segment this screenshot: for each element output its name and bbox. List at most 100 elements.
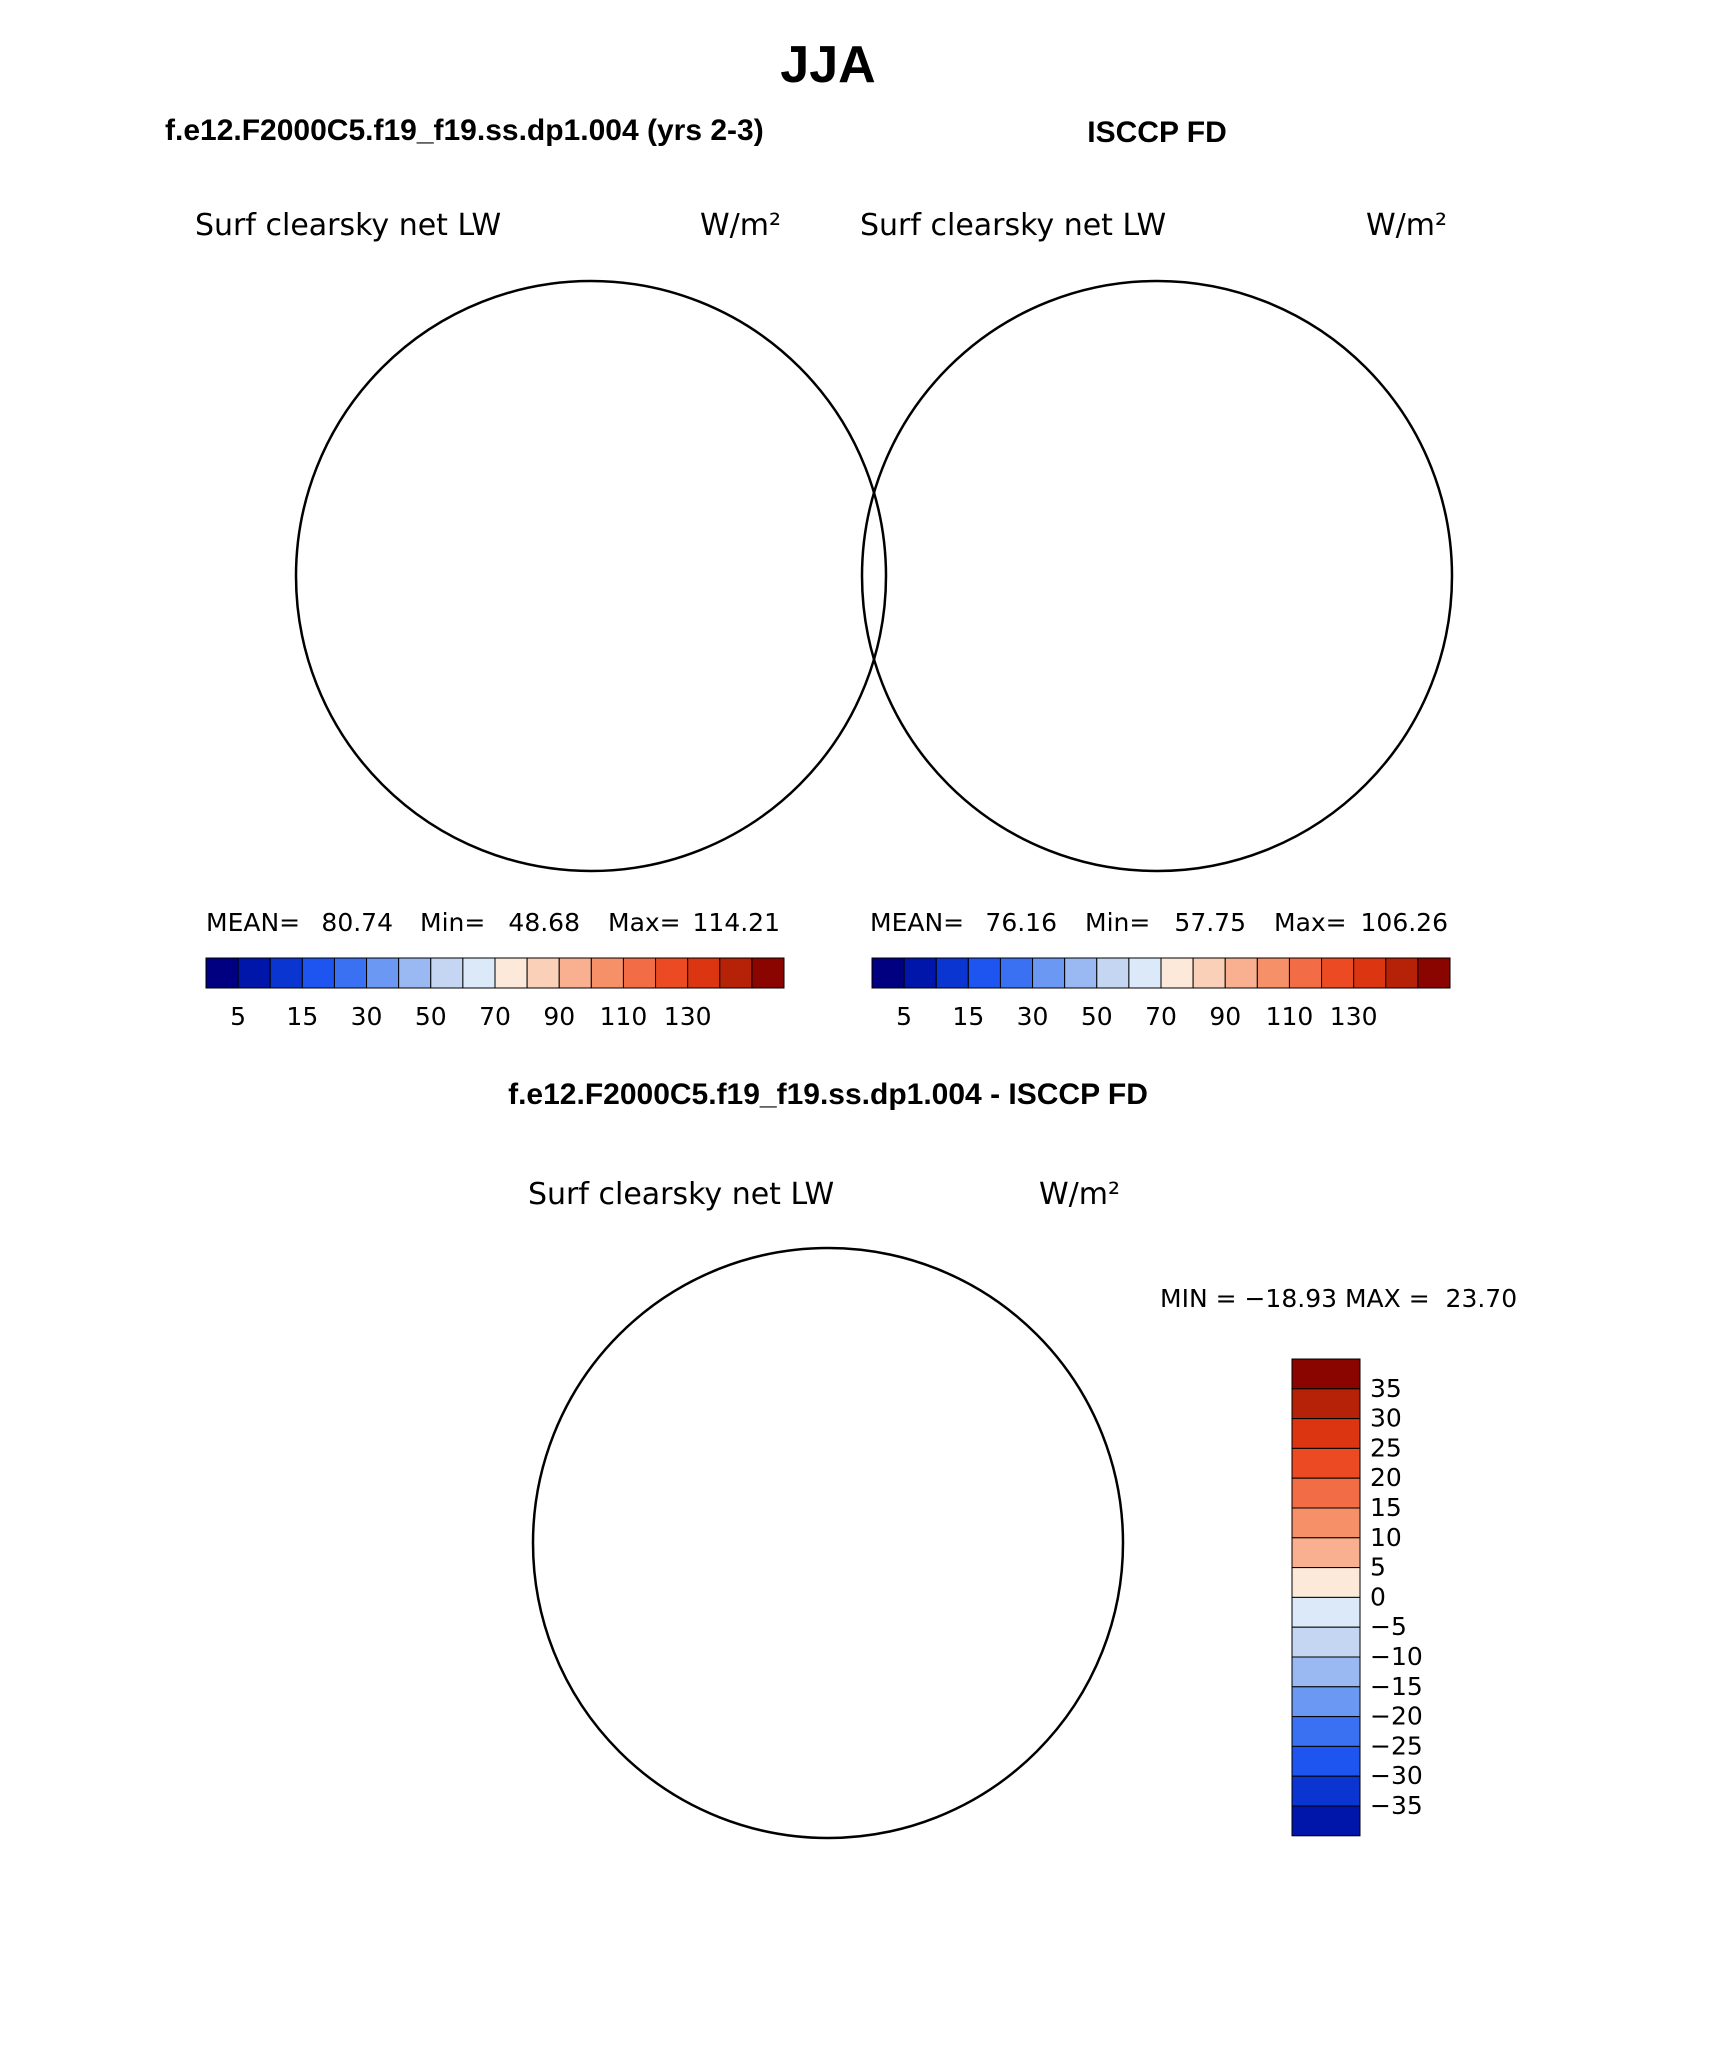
colorbar-model-swatch	[398, 957, 432, 989]
colorbar-obs-swatch	[935, 957, 969, 989]
colorbar-diff-tick-label: 35	[1370, 1374, 1402, 1403]
figure-title: JJA	[780, 36, 875, 94]
colorbar-diff-swatch	[1291, 1388, 1361, 1420]
obs-max-label: Max=	[1274, 908, 1347, 937]
colorbar-model-swatch	[333, 957, 368, 989]
colorbar-diff-tick-label: 25	[1370, 1433, 1402, 1462]
colorbar-diff-swatch	[1291, 1418, 1361, 1449]
colorbar-obs-tick-label: 15	[952, 1002, 984, 1031]
colorbar-diff-tick-label: 5	[1370, 1553, 1386, 1582]
colorbar-diff-tick-label: −5	[1370, 1612, 1407, 1641]
colorbar-obs-swatch	[1417, 957, 1451, 989]
colorbar-diff-tick-label: 20	[1370, 1463, 1402, 1492]
colorbar-obs-tick-label: 110	[1266, 1002, 1314, 1031]
colorbar-model-swatch	[430, 957, 464, 989]
panel-obs: ISCCP FD Surf clearsky net LW W/m² MEAN=…	[860, 116, 1454, 1031]
colorbar-obs-tick-label: 70	[1145, 1002, 1177, 1031]
colorbar-obs-swatch	[903, 957, 937, 989]
colorbar-model-tick-label: 50	[415, 1002, 447, 1031]
colorbar-obs-swatch	[871, 957, 905, 989]
colorbar-model-tick-label: 5	[230, 1002, 246, 1031]
colorbar-model-swatch	[205, 957, 239, 989]
colorbar-model-swatch	[590, 957, 624, 989]
colorbar-obs-swatch	[1128, 957, 1162, 989]
colorbar-diff-swatch	[1291, 1596, 1361, 1628]
panel-diff-map	[531, 1246, 1125, 1840]
model-min-value: 48.68	[508, 908, 580, 937]
colorbar-diff-tick-label: −20	[1370, 1702, 1423, 1731]
colorbar-obs-tick-label: 5	[896, 1002, 912, 1031]
colorbar-diff-swatch	[1291, 1567, 1361, 1598]
colorbar-model-swatch	[301, 957, 335, 989]
obs-min-value: 57.75	[1174, 908, 1246, 937]
colorbar-obs-swatch	[1353, 957, 1387, 989]
colorbar-model-tick-label: 15	[286, 1002, 318, 1031]
colorbar-obs-tick-label: 90	[1209, 1002, 1241, 1031]
colorbar-obs-swatch	[967, 957, 1001, 989]
panel-model-variable: Surf clearsky net LW	[195, 208, 501, 243]
colorbar-diff-tick-label: −30	[1370, 1761, 1423, 1790]
colorbar-model-tick-label: 90	[543, 1002, 575, 1031]
colorbar-obs: 5 15 30 50 70 90 110 130	[871, 957, 1451, 1031]
colorbar-model-swatch	[719, 957, 753, 989]
colorbar-obs-swatch	[1288, 957, 1323, 989]
colorbar-model: 5 15 30 50 70 90 110 130	[205, 957, 785, 1031]
panel-obs-variable: Surf clearsky net LW	[860, 208, 1166, 243]
colorbar-model-swatch	[751, 957, 785, 989]
obs-mean-value: 76.16	[985, 908, 1057, 937]
colorbar-diff-tick-label: −35	[1370, 1791, 1423, 1820]
colorbar-diff-tick-label: 10	[1370, 1523, 1402, 1552]
obs-min-label: Min=	[1085, 908, 1150, 937]
panel-obs-map	[860, 279, 1454, 873]
colorbar-diff-swatch	[1291, 1716, 1361, 1747]
colorbar-obs-swatch	[1192, 957, 1226, 989]
colorbar-model-tick-label: 70	[479, 1002, 511, 1031]
colorbar-obs-swatch	[1064, 957, 1098, 989]
colorbar-obs-tick-label: 130	[1330, 1002, 1378, 1031]
panel-diff-variable: Surf clearsky net LW	[528, 1177, 834, 1212]
panel-obs-heading: ISCCP FD	[1087, 116, 1226, 149]
colorbar-diff-tick-label: 15	[1370, 1493, 1402, 1522]
colorbar-diff-swatch	[1291, 1805, 1361, 1837]
colorbar-obs-tick-label: 50	[1081, 1002, 1113, 1031]
model-mean-label: MEAN=	[206, 908, 300, 937]
colorbar-diff-swatch	[1291, 1656, 1361, 1688]
model-min-label: Min=	[420, 908, 485, 937]
colorbar-diff-tick-label: −25	[1370, 1731, 1423, 1760]
panel-model-units: W/m²	[700, 208, 781, 243]
colorbar-obs-swatch	[1160, 957, 1194, 989]
colorbar-model-tick-label: 30	[351, 1002, 383, 1031]
panel-diff-stats: MIN = −18.93 MAX = 23.70	[1160, 1284, 1517, 1313]
obs-max-value: 106.26	[1361, 908, 1448, 937]
obs-mean-label: MEAN=	[870, 908, 964, 937]
model-max-label: Max=	[608, 908, 681, 937]
colorbar-obs-swatch	[1096, 957, 1130, 989]
panel-diff-heading: f.e12.F2000C5.f19_f19.ss.dp1.004 - ISCCP…	[508, 1078, 1148, 1111]
colorbar-model-swatch	[366, 957, 400, 989]
colorbar-model-swatch	[655, 957, 689, 989]
colorbar-model-swatch	[494, 957, 528, 989]
colorbar-obs-swatch	[1256, 957, 1290, 989]
colorbar-obs-swatch	[1385, 957, 1419, 989]
panel-obs-stats: MEAN= 76.16 Min= 57.75 Max= 106.26	[870, 908, 1448, 937]
colorbar-diff-swatch	[1291, 1447, 1361, 1479]
panel-model: f.e12.F2000C5.f19_f19.ss.dp1.004 (yrs 2-…	[165, 114, 891, 1031]
colorbar-diff-swatch	[1291, 1358, 1361, 1390]
colorbar-obs-swatch	[1321, 957, 1355, 989]
colorbar-model-swatch	[687, 957, 721, 989]
colorbar-obs-swatch	[1224, 957, 1258, 989]
colorbar-diff-tick-label: −15	[1370, 1672, 1423, 1701]
colorbar-diff-swatch	[1291, 1745, 1361, 1777]
colorbar-obs-swatch	[999, 957, 1034, 989]
colorbar-diff-swatch	[1291, 1477, 1361, 1509]
panel-model-map	[294, 279, 891, 876]
model-mean-value: 80.74	[321, 908, 393, 937]
panel-diff-units: W/m²	[1039, 1177, 1120, 1212]
colorbar-model-swatch	[622, 957, 657, 989]
colorbar-diff-swatch	[1291, 1626, 1361, 1658]
panel-diff: f.e12.F2000C5.f19_f19.ss.dp1.004 - ISCCP…	[508, 1078, 1517, 1840]
panel-obs-units: W/m²	[1366, 208, 1447, 243]
colorbar-diff-tick-label: 0	[1370, 1582, 1386, 1611]
colorbar-model-swatch	[526, 957, 560, 989]
